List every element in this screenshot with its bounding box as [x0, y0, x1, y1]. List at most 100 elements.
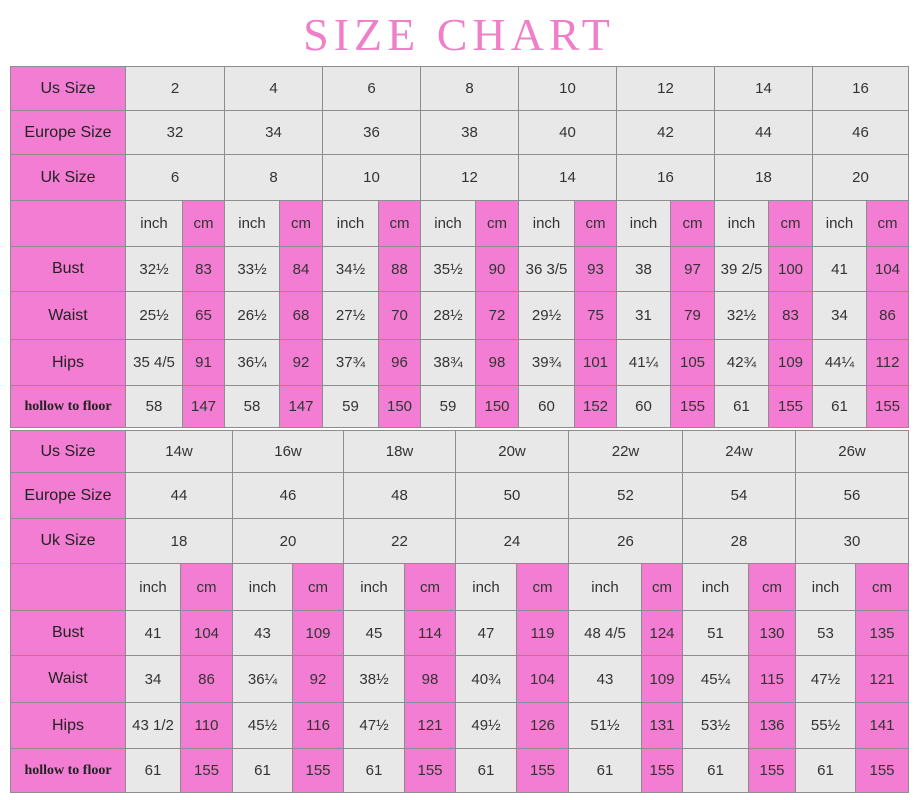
unit-label: cm — [855, 563, 909, 611]
inch-cell: 39¾ — [518, 339, 575, 386]
cm-cell: 101 — [574, 339, 617, 386]
size-cell: 20 — [232, 518, 344, 564]
cm-cell: 131 — [641, 702, 683, 749]
inch-cell: 43 — [232, 610, 293, 656]
cm-cell: 124 — [641, 610, 683, 656]
size-cell: 44 — [125, 472, 233, 519]
row-label: Us Size — [10, 66, 126, 111]
title: SIZE CHART — [303, 9, 615, 60]
size-cell: 6 — [322, 66, 421, 111]
row-label: hollow to floor — [10, 385, 126, 428]
cm-cell: 155 — [404, 748, 456, 793]
cm-cell: 104 — [180, 610, 233, 656]
cm-cell: 126 — [516, 702, 569, 749]
cm-cell: 86 — [866, 291, 909, 340]
unit-label: inch — [714, 200, 769, 247]
row-label: Hips — [10, 702, 126, 749]
cm-cell: 116 — [292, 702, 344, 749]
size-cell: 30 — [795, 518, 909, 564]
inch-cell: 47 — [455, 610, 517, 656]
size-cell: 50 — [455, 472, 569, 519]
cm-cell: 155 — [516, 748, 569, 793]
cm-cell: 109 — [768, 339, 813, 386]
inch-cell: 51 — [682, 610, 749, 656]
cm-cell: 110 — [180, 702, 233, 749]
unit-label: cm — [768, 200, 813, 247]
size-cell: 20w — [455, 430, 569, 473]
cm-cell: 109 — [292, 610, 344, 656]
cm-cell: 119 — [516, 610, 569, 656]
inch-cell: 38½ — [343, 655, 405, 703]
unit-label: inch — [518, 200, 575, 247]
inch-cell: 49½ — [455, 702, 517, 749]
inch-cell: 58 — [224, 385, 280, 428]
size-cell: 38 — [420, 110, 519, 155]
inch-cell: 51½ — [568, 702, 642, 749]
row-label: Waist — [10, 291, 126, 340]
inch-cell: 34 — [812, 291, 867, 340]
size-cell: 46 — [812, 110, 909, 155]
size-cell: 32 — [125, 110, 225, 155]
row-label: Waist — [10, 655, 126, 703]
unit-label: cm — [516, 563, 569, 611]
size-cell: 16 — [616, 154, 715, 201]
unit-label: cm — [475, 200, 519, 247]
cm-cell: 72 — [475, 291, 519, 340]
inch-cell: 43 1/2 — [125, 702, 181, 749]
cm-cell: 112 — [866, 339, 909, 386]
inch-cell: 38 — [616, 246, 671, 292]
inch-cell: 61 — [795, 748, 856, 793]
size-cell: 18 — [125, 518, 233, 564]
unit-label: inch — [812, 200, 867, 247]
unit-label: inch — [420, 200, 476, 247]
cm-cell: 141 — [855, 702, 909, 749]
cm-cell: 83 — [182, 246, 225, 292]
inch-cell: 33½ — [224, 246, 280, 292]
cm-cell: 155 — [855, 748, 909, 793]
size-cell: 22 — [343, 518, 456, 564]
row-label: Europe Size — [10, 472, 126, 519]
inch-cell: 61 — [714, 385, 769, 428]
inch-cell: 48 4/5 — [568, 610, 642, 656]
size-cell: 26w — [795, 430, 909, 473]
size-cell: 14 — [518, 154, 617, 201]
unit-label: inch — [682, 563, 749, 611]
size-cell: 26 — [568, 518, 683, 564]
cm-cell: 135 — [855, 610, 909, 656]
cm-cell: 155 — [180, 748, 233, 793]
cm-cell: 130 — [748, 610, 796, 656]
row-label: Bust — [10, 246, 126, 292]
cm-cell: 155 — [670, 385, 715, 428]
cm-cell: 84 — [279, 246, 323, 292]
row-label: Uk Size — [10, 154, 126, 201]
inch-cell: 61 — [343, 748, 405, 793]
cm-cell: 104 — [516, 655, 569, 703]
inch-cell: 29½ — [518, 291, 575, 340]
size-cell: 40 — [518, 110, 617, 155]
size-cell: 52 — [568, 472, 683, 519]
cm-cell: 136 — [748, 702, 796, 749]
inch-cell: 41¼ — [616, 339, 671, 386]
inch-cell: 55½ — [795, 702, 856, 749]
inch-cell: 27½ — [322, 291, 379, 340]
row-label-blank — [10, 563, 126, 611]
size-cell: 20 — [812, 154, 909, 201]
inch-cell: 35½ — [420, 246, 476, 292]
size-cell: 12 — [420, 154, 519, 201]
size-cell: 16w — [232, 430, 344, 473]
unit-label: inch — [343, 563, 405, 611]
inch-cell: 31 — [616, 291, 671, 340]
cm-cell: 147 — [182, 385, 225, 428]
inch-cell: 35 4/5 — [125, 339, 183, 386]
row-label: hollow to floor — [10, 748, 126, 793]
inch-cell: 61 — [455, 748, 517, 793]
inch-cell: 41 — [812, 246, 867, 292]
size-cell: 24 — [455, 518, 569, 564]
unit-label: inch — [125, 563, 181, 611]
cm-cell: 115 — [748, 655, 796, 703]
inch-cell: 42¾ — [714, 339, 769, 386]
cm-cell: 92 — [292, 655, 344, 703]
inch-cell: 61 — [812, 385, 867, 428]
cm-cell: 155 — [292, 748, 344, 793]
